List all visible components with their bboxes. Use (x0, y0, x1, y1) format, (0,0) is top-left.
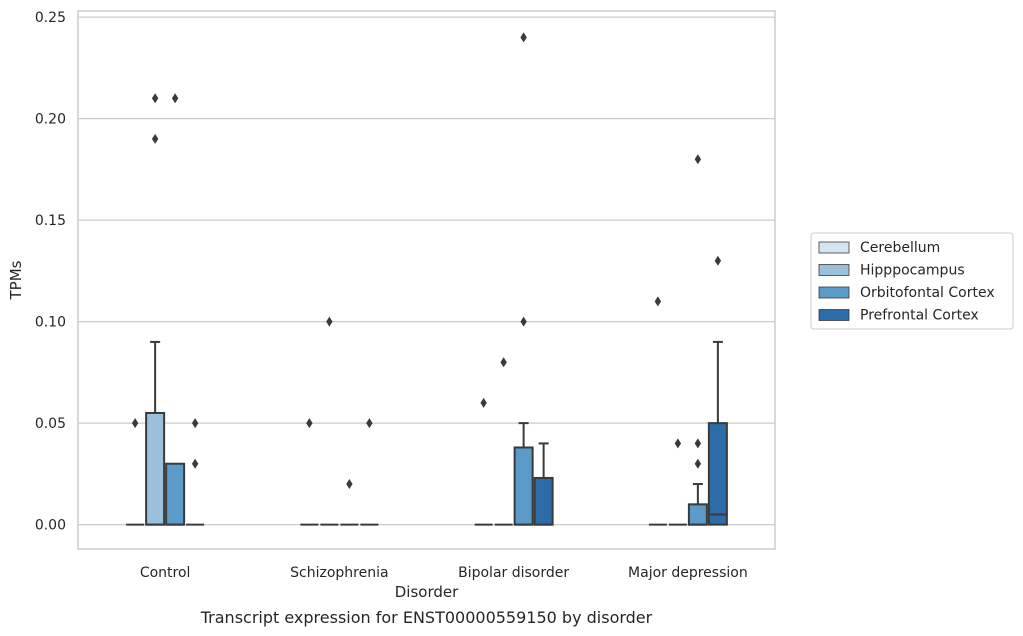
y-tick-label: 0.20 (35, 112, 66, 128)
legend-swatch (818, 286, 850, 299)
box-iqr (165, 462, 186, 526)
outlier-point (694, 438, 702, 449)
box-iqr (513, 446, 534, 526)
legend-swatch (818, 309, 850, 321)
y-axis-label: TPMs (7, 260, 25, 300)
outlier-point (520, 32, 527, 43)
box-groups (126, 32, 728, 526)
box-cerebellum (648, 296, 667, 526)
box-cerebellum (474, 397, 493, 526)
chart-caption: Transcript expression for ENST0000055915… (200, 608, 653, 627)
outlier-point (171, 93, 179, 104)
legend-swatch (818, 264, 850, 276)
outlier-point (306, 418, 313, 429)
box-hipppocampus (668, 438, 687, 526)
legend-label: Hipppocampus (860, 263, 965, 279)
box-prefrontal-cortex (186, 418, 205, 526)
box-hipppocampus (320, 316, 339, 526)
box-hipppocampus (494, 357, 513, 526)
box-cerebellum (300, 418, 319, 526)
outlier-point (694, 154, 702, 165)
outlier-point (131, 418, 139, 429)
legend-swatch (818, 241, 850, 254)
box-cerebellum (126, 418, 145, 526)
outlier-point (191, 418, 199, 429)
outlier-point (191, 458, 199, 469)
x-tick-label: Schizophrenia (290, 565, 388, 581)
box-orbitofontal-cortex (165, 93, 186, 526)
outlier-point (694, 458, 702, 469)
box-orbitofontal-cortex (687, 154, 708, 526)
box-iqr (707, 422, 728, 526)
plot-frame (77, 10, 776, 550)
outlier-point (674, 438, 682, 449)
box-iqr (687, 503, 708, 526)
outlier-point (151, 93, 159, 104)
outlier-point (654, 296, 662, 307)
box-prefrontal-cortex (360, 418, 379, 526)
outlier-point (520, 316, 527, 327)
box-prefrontal-cortex (533, 442, 554, 526)
legend: Cerebellum Hipppocampus Orbitofontal Corte… (810, 232, 1014, 330)
y-tick-label: 0.05 (35, 416, 66, 432)
box-iqr (533, 476, 554, 526)
legend-label: Prefrontal Cortex (860, 308, 979, 324)
y-tick-label: 0.10 (35, 315, 66, 331)
box-iqr (145, 411, 166, 526)
outlier-point (500, 357, 507, 368)
outlier-point (714, 255, 722, 266)
y-axis-ticks: 0.00 0.05 0.10 0.15 0.20 0.25 (35, 10, 66, 534)
y-tick-label: 0.25 (35, 10, 66, 26)
y-tick-label: 0.00 (35, 518, 66, 534)
outlier-point (326, 316, 333, 327)
outlier-point (346, 479, 353, 490)
x-tick-label: Major depression (628, 565, 748, 581)
legend-frame (810, 232, 1014, 330)
x-tick-label: Control (140, 565, 191, 581)
x-axis-label: Disorder (395, 583, 459, 601)
box-orbitofontal-cortex (340, 479, 359, 526)
y-tick-label: 0.15 (35, 213, 66, 229)
x-tick-label: Bipolar disorder (458, 565, 569, 581)
grid-lines (78, 16, 775, 526)
legend-label: Orbitofontal Cortex (860, 285, 995, 301)
outlier-point (480, 397, 487, 408)
box-hipppocampus (145, 93, 166, 526)
legend-label: Cerebellum (860, 240, 940, 256)
x-axis-ticks: Control Schizophrenia Bipolar disorder Majo… (140, 565, 748, 581)
outlier-point (151, 133, 159, 144)
box-prefrontal-cortex (707, 255, 728, 526)
box-orbitofontal-cortex (513, 32, 534, 526)
outlier-point (366, 418, 373, 429)
